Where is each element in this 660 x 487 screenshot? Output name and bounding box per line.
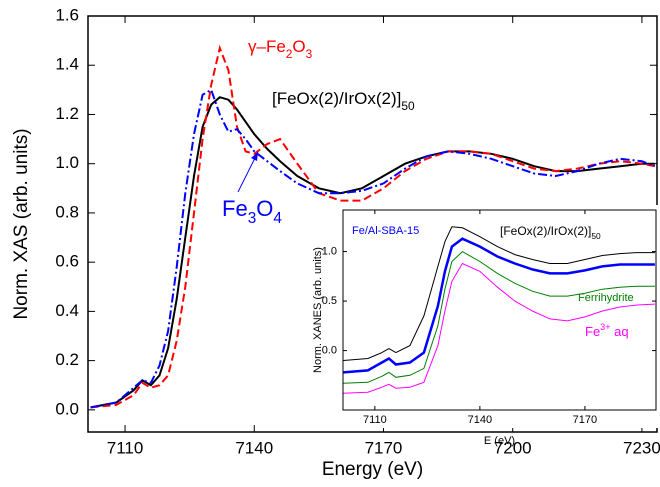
y-tick-label: 0.0: [322, 345, 337, 357]
y-tick-label: 0.6: [55, 252, 79, 271]
series-label-part: 4: [273, 210, 282, 227]
series-line: [343, 250, 655, 384]
series-label-part: 50: [401, 99, 415, 113]
series-label: [FeOx(2)/IrOx(2)]50: [500, 224, 601, 241]
y-tick-label: 0.8: [55, 202, 79, 221]
series-label-part: O: [256, 196, 273, 221]
x-tick-label: 7110: [107, 438, 144, 457]
plot-frame: [342, 209, 657, 411]
series-label-part: [FeOx(2)/IrOx(2)]: [272, 89, 401, 108]
x-axis-label: E (eV): [484, 435, 515, 447]
series-line: [343, 237, 655, 374]
y-tick-label: 1.4: [55, 55, 79, 74]
y-axis-label: Norm. XANES (arb. units): [312, 247, 324, 373]
series-label: Fe3+ aq: [585, 322, 629, 339]
y-tick-label: 0.4: [55, 301, 79, 320]
series-label-part: 3+: [600, 322, 610, 332]
y-tick-label: 1.6: [55, 5, 79, 24]
x-tick-label: 7140: [468, 414, 492, 426]
series-label-part: O: [292, 37, 305, 56]
series-label: [FeOx(2)/IrOx(2)]50: [272, 89, 415, 113]
series-label-part: Fe/Al-SBA-15: [352, 225, 419, 237]
series-label-part: Ferrihydrite: [578, 292, 634, 304]
series-label: Fe3O4: [222, 196, 282, 227]
series-label: Fe/Al-SBA-15: [352, 225, 419, 237]
series-line: [90, 96, 655, 409]
series-label-part: Fe: [222, 196, 248, 221]
x-tick-label: 7110: [363, 414, 387, 426]
series-label-part: 3: [306, 47, 313, 61]
series-label: γ–Fe2O3: [248, 37, 313, 61]
y-tick-label: 1.2: [55, 104, 79, 123]
series-label-part: [FeOx(2)/IrOx(2)]: [500, 224, 591, 238]
inset-backdrop: [300, 205, 658, 428]
series-line: [90, 44, 655, 409]
y-tick-label: 0.2: [55, 350, 79, 369]
y-tick-label: 1.0: [55, 153, 79, 172]
x-axis-label: Energy (eV): [322, 459, 423, 480]
y-axis-label: Norm. XAS (arb. units): [11, 128, 32, 319]
y-tick-label: 0.5: [322, 295, 337, 307]
series-line: [343, 262, 655, 394]
x-tick-label: 7230: [623, 438, 660, 457]
annotation-arrowhead: [251, 152, 258, 161]
series-line: [90, 88, 656, 409]
series-label-part: γ–Fe: [248, 37, 286, 56]
y-tick-label: 0.0: [55, 399, 79, 418]
series-label-part: Fe: [585, 324, 600, 339]
x-tick-label: 7170: [573, 414, 597, 426]
x-tick-label: 7200: [494, 438, 532, 457]
x-tick-label: 7170: [365, 438, 403, 457]
series-label-part: 2: [286, 47, 293, 61]
y-tick-label: 1.0: [322, 245, 337, 257]
series-line: [343, 226, 655, 361]
series-label: Ferrihydrite: [578, 292, 634, 304]
series-label-part: 3: [248, 210, 257, 227]
series-label-part: 50: [591, 231, 601, 241]
series-label-part: aq: [611, 324, 629, 339]
x-tick-label: 7140: [235, 438, 273, 457]
